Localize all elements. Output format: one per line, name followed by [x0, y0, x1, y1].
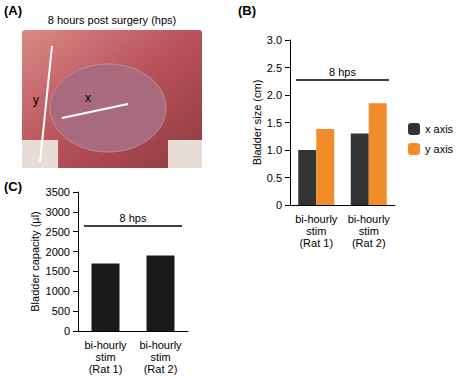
svg-text:8 hours post surgery (hps): 8 hours post surgery (hps)	[48, 14, 176, 26]
svg-text:2.5: 2.5	[267, 62, 282, 74]
svg-text:8 hps: 8 hps	[120, 212, 147, 224]
svg-text:stim: stim	[150, 351, 170, 363]
svg-text:3500: 3500	[46, 186, 70, 198]
svg-text:3.0: 3.0	[267, 34, 282, 46]
svg-text:y axis: y axis	[425, 143, 454, 155]
svg-text:stim: stim	[95, 351, 115, 363]
svg-text:bi-hourly: bi-hourly	[348, 213, 391, 225]
svg-text:(Rat 2): (Rat 2)	[144, 363, 178, 375]
svg-text:1000: 1000	[46, 285, 70, 297]
svg-text:Bladder capacity (µl): Bladder capacity (µl)	[29, 211, 41, 312]
svg-text:8 hps: 8 hps	[329, 66, 356, 78]
svg-text:(C): (C)	[4, 179, 22, 194]
svg-text:1.5: 1.5	[267, 117, 282, 129]
svg-text:0: 0	[64, 325, 70, 337]
svg-text:(A): (A)	[4, 3, 22, 18]
svg-text:x axis: x axis	[425, 123, 454, 135]
svg-text:(B): (B)	[238, 3, 256, 18]
svg-text:0.5: 0.5	[267, 172, 282, 184]
svg-text:500: 500	[52, 305, 70, 317]
svg-text:(Rat 1): (Rat 1)	[89, 363, 123, 375]
svg-text:0: 0	[276, 199, 282, 211]
svg-text:y: y	[33, 93, 39, 107]
svg-text:1.0: 1.0	[267, 144, 282, 156]
svg-text:(Rat 2): (Rat 2)	[352, 237, 386, 249]
svg-text:Bladder size (cm): Bladder size (cm)	[251, 80, 263, 166]
svg-text:3000: 3000	[46, 206, 70, 218]
svg-text:2.0: 2.0	[267, 89, 282, 101]
svg-text:2500: 2500	[46, 226, 70, 238]
svg-text:2000: 2000	[46, 246, 70, 258]
svg-text:(Rat 1): (Rat 1)	[299, 237, 333, 249]
svg-text:bi-hourly: bi-hourly	[295, 213, 338, 225]
svg-text:x: x	[85, 91, 91, 105]
svg-text:1500: 1500	[46, 265, 70, 277]
svg-text:stim: stim	[306, 225, 326, 237]
svg-text:bi-hourly: bi-hourly	[139, 339, 182, 351]
svg-text:stim: stim	[359, 225, 379, 237]
svg-text:bi-hourly: bi-hourly	[84, 339, 127, 351]
